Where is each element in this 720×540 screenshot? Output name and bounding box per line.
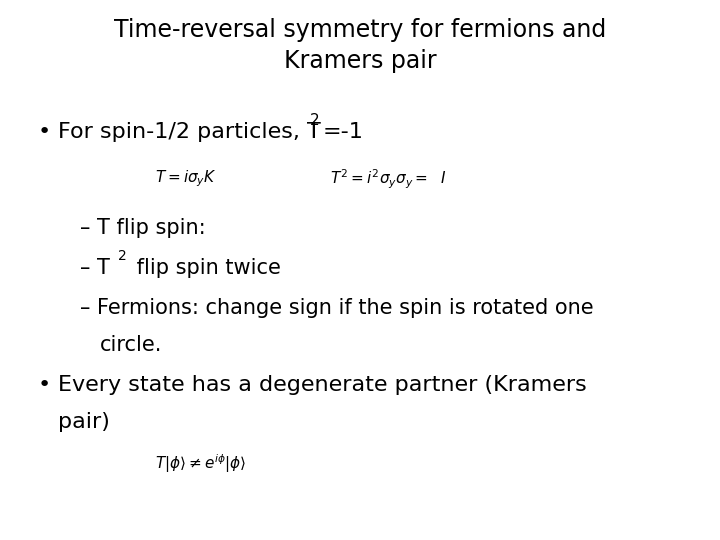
Text: Time-reversal symmetry for fermions and
Kramers pair: Time-reversal symmetry for fermions and … xyxy=(114,18,606,73)
Text: •: • xyxy=(38,375,51,395)
Text: $T = i\sigma_y K$: $T = i\sigma_y K$ xyxy=(155,168,217,188)
Text: 2: 2 xyxy=(310,113,320,128)
Text: 2: 2 xyxy=(118,249,127,263)
Text: – T flip spin:: – T flip spin: xyxy=(80,218,206,238)
Text: circle.: circle. xyxy=(100,335,163,355)
Text: – T: – T xyxy=(80,258,110,278)
Text: For spin-1/2 particles, T: For spin-1/2 particles, T xyxy=(58,122,320,142)
Text: – Fermions: change sign if the spin is rotated one: – Fermions: change sign if the spin is r… xyxy=(80,298,593,318)
Text: •: • xyxy=(38,122,51,142)
Text: =-1: =-1 xyxy=(323,122,364,142)
Text: $T^2 = i^2\sigma_y\sigma_y = \ \ I$: $T^2 = i^2\sigma_y\sigma_y = \ \ I$ xyxy=(330,168,446,191)
Text: Every state has a degenerate partner (Kramers: Every state has a degenerate partner (Kr… xyxy=(58,375,587,395)
Text: pair): pair) xyxy=(58,412,110,432)
Text: $T|\phi\rangle \neq e^{i\phi}|\phi\rangle$: $T|\phi\rangle \neq e^{i\phi}|\phi\rangl… xyxy=(155,452,246,475)
Text: flip spin twice: flip spin twice xyxy=(130,258,281,278)
